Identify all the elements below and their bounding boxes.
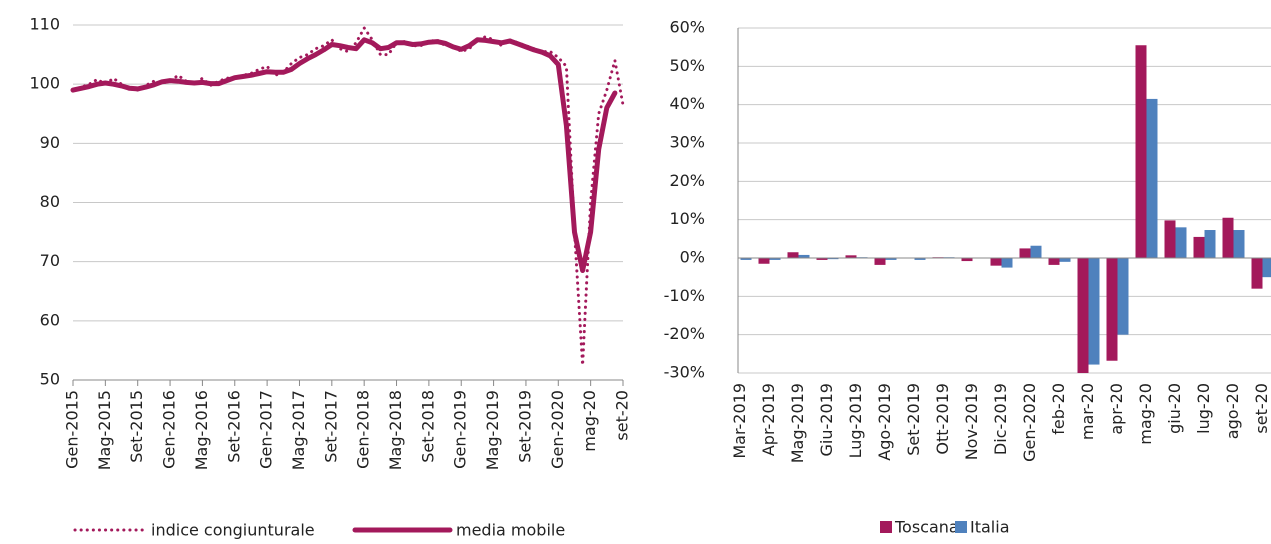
bar bbox=[1146, 98, 1158, 259]
y-tick-label: 50 bbox=[40, 370, 60, 389]
x-tick-label: Gen-2020 bbox=[1020, 383, 1039, 462]
y-tick-label: 80 bbox=[40, 192, 60, 211]
x-tick-label: Lug-2019 bbox=[846, 383, 865, 458]
y-tick-label: -30% bbox=[664, 363, 705, 382]
x-tick-label: set-20 bbox=[1252, 383, 1271, 434]
legend-label: media mobile bbox=[456, 521, 565, 540]
x-tick-label: Gen-2016 bbox=[160, 390, 179, 469]
legend-label: indice congiunturale bbox=[151, 521, 315, 540]
bar bbox=[1088, 258, 1100, 365]
bar bbox=[961, 258, 973, 262]
y-tick-label: 0% bbox=[680, 248, 705, 267]
y-tick-label: 10% bbox=[669, 209, 705, 228]
x-tick-label: Ott-2019 bbox=[933, 383, 952, 455]
bar bbox=[885, 258, 897, 260]
x-tick-label: lug-20 bbox=[1194, 383, 1213, 434]
x-tick-label: Set-2018 bbox=[418, 390, 437, 463]
bars bbox=[729, 45, 1271, 373]
y-tick-label: -10% bbox=[664, 286, 705, 305]
x-tick-label: Gen-2017 bbox=[257, 390, 276, 469]
x-tick-label: Set-2017 bbox=[321, 390, 340, 463]
x-tick-label: Set-2015 bbox=[127, 390, 146, 463]
x-tick-label: Ago-2019 bbox=[875, 383, 894, 461]
x-tick-label: Gen-2018 bbox=[354, 390, 373, 469]
x-tick-label: Nov-2019 bbox=[962, 383, 981, 460]
bar bbox=[758, 258, 770, 264]
x-tick-label: Gen-2019 bbox=[451, 390, 470, 469]
bar bbox=[1164, 220, 1176, 258]
y-tick-label: 40% bbox=[669, 94, 705, 113]
bar bbox=[990, 258, 1002, 266]
x-tick-label: Mag-2015 bbox=[95, 390, 114, 470]
x-tick-label: Giu-2019 bbox=[817, 383, 836, 456]
x-tick-label: Mag-2017 bbox=[289, 390, 308, 470]
bar bbox=[1135, 45, 1147, 258]
y-tick-label: 20% bbox=[669, 171, 705, 190]
bar bbox=[1106, 258, 1118, 361]
y-tick-label: 110 bbox=[29, 15, 60, 34]
bar bbox=[1204, 230, 1216, 258]
y-tick-label: 60% bbox=[669, 18, 705, 37]
bar bbox=[1001, 258, 1013, 268]
bar bbox=[1233, 230, 1245, 258]
y-tick-label: 90 bbox=[40, 133, 60, 152]
x-tick-label: set-20 bbox=[613, 390, 632, 441]
x-tick-label: Mag-2019 bbox=[788, 383, 807, 463]
legend-swatch bbox=[880, 521, 892, 533]
x-tick-label: Apr-2019 bbox=[759, 383, 778, 456]
x-tick-label: Gen-2015 bbox=[63, 390, 82, 469]
legend-swatch bbox=[955, 521, 967, 533]
y-tick-label: -20% bbox=[664, 324, 705, 343]
series-line bbox=[70, 37, 618, 273]
bar bbox=[1117, 258, 1129, 335]
bar bbox=[787, 252, 799, 258]
y-tick-label: 30% bbox=[669, 133, 705, 152]
legend-label: Toscana bbox=[894, 518, 959, 537]
y-tick-label: 70 bbox=[40, 251, 60, 270]
y-tick-label: 50% bbox=[669, 56, 705, 75]
x-tick-label: mag-20 bbox=[1136, 383, 1155, 445]
bar bbox=[816, 258, 828, 260]
legend-label: Italia bbox=[970, 518, 1010, 537]
bar bbox=[1193, 236, 1205, 258]
x-tick-label: Gen-2020 bbox=[548, 390, 567, 469]
bar bbox=[1077, 258, 1089, 373]
bar bbox=[1222, 217, 1234, 258]
bar bbox=[1059, 258, 1071, 262]
y-tick-label: 100 bbox=[29, 74, 60, 93]
bar bbox=[740, 258, 752, 260]
x-tick-label: ago-20 bbox=[1223, 383, 1242, 439]
x-tick-label: Set-2019 bbox=[904, 383, 923, 456]
x-tick-label: feb-20 bbox=[1049, 383, 1068, 435]
bar bbox=[1175, 227, 1187, 258]
x-tick-label: Set-2016 bbox=[224, 390, 243, 463]
x-tick-label: Dic-2019 bbox=[991, 383, 1010, 455]
bar bbox=[827, 258, 839, 260]
bar bbox=[1262, 258, 1271, 278]
x-tick-label: Mag-2019 bbox=[483, 390, 502, 470]
bar bbox=[914, 258, 926, 260]
y-tick-label: 60 bbox=[40, 310, 60, 329]
x-tick-label: Set-2019 bbox=[515, 390, 534, 463]
bar bbox=[1030, 245, 1042, 258]
x-tick-label: Mag-2018 bbox=[386, 390, 405, 470]
bar bbox=[798, 254, 810, 258]
bar bbox=[769, 258, 781, 260]
bar bbox=[874, 258, 886, 265]
bar bbox=[845, 255, 857, 258]
bar bbox=[1251, 258, 1263, 289]
x-tick-label: mag-20 bbox=[580, 390, 599, 452]
bar bbox=[1048, 258, 1060, 265]
x-tick-label: mar-20 bbox=[1078, 383, 1097, 440]
x-tick-label: Mag-2016 bbox=[192, 390, 211, 470]
series-line bbox=[71, 26, 625, 367]
x-tick-label: giu-20 bbox=[1165, 383, 1184, 434]
bar bbox=[1019, 248, 1031, 258]
x-tick-label: Mar-2019 bbox=[730, 383, 749, 459]
x-tick-label: apr-20 bbox=[1107, 383, 1126, 435]
